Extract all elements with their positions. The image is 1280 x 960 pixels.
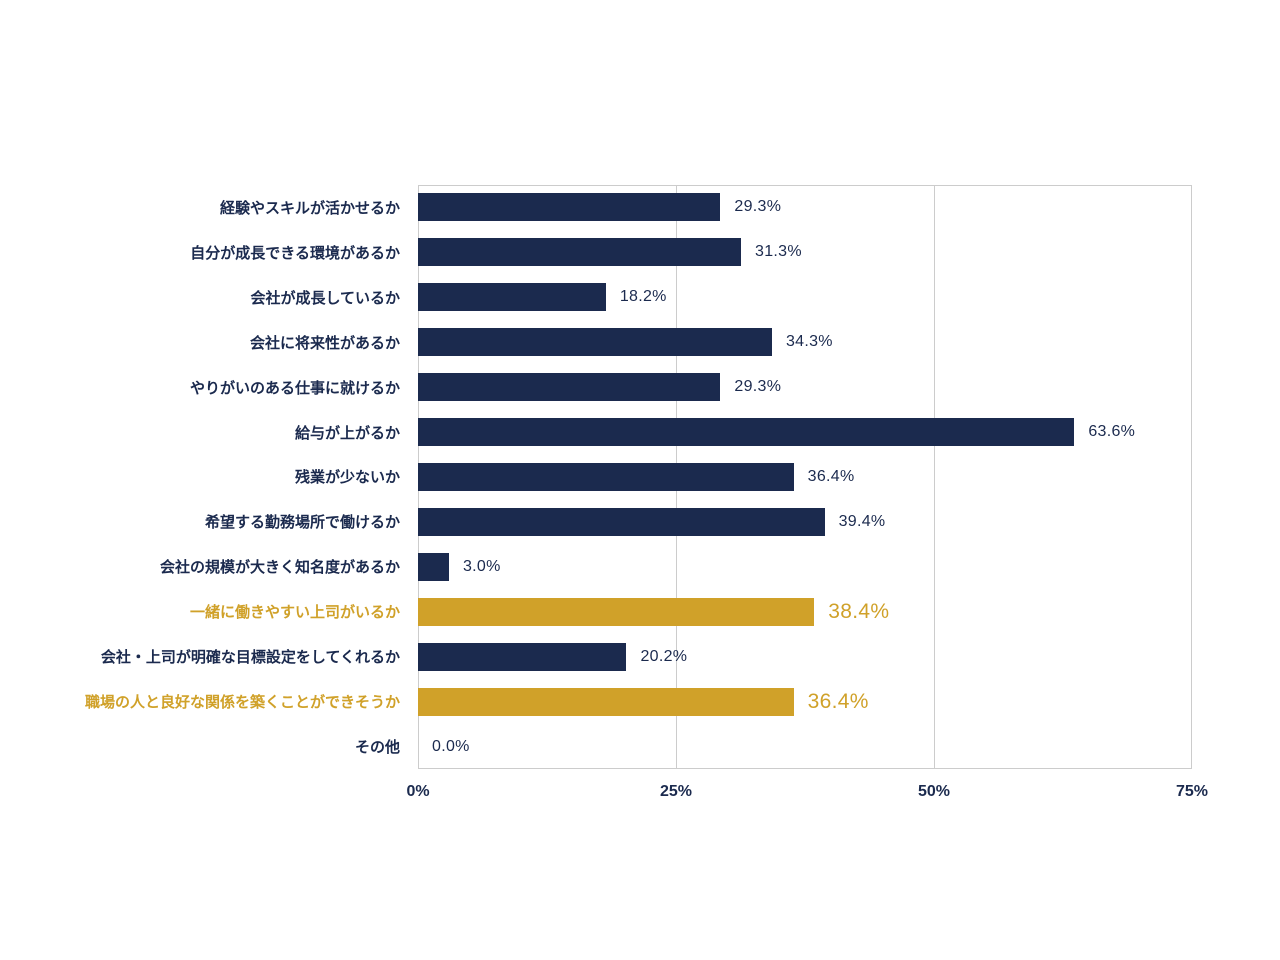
category-label: 残業が少ないか (294, 469, 400, 487)
value-label: 20.2% (640, 647, 688, 665)
chart-row: 29.3% (418, 365, 1192, 410)
category-label: 自分が成長できる環境があるか (190, 244, 400, 262)
value-label: 38.4% (828, 599, 890, 623)
category-label: 経験やスキルが活かせるか (219, 199, 400, 217)
bar (418, 328, 772, 357)
chart-row: 31.3% (418, 230, 1192, 275)
category-label: その他 (354, 739, 400, 757)
chart-row: 39.4% (418, 499, 1192, 544)
bar (418, 418, 1075, 447)
highlighted-bar (418, 687, 794, 716)
bar (418, 373, 721, 402)
value-label: 31.3% (755, 243, 802, 261)
bar (418, 283, 606, 312)
chart-row: 36.4% (418, 679, 1192, 724)
value-label: 63.6% (1088, 423, 1136, 441)
value-label: 39.4% (838, 512, 886, 530)
x-axis-tick-label: 75% (1175, 783, 1209, 800)
chart-row: 3.0% (418, 544, 1192, 589)
category-label: 一緒に働きやすい上司がいるか (189, 604, 400, 622)
highlighted-bar (418, 597, 815, 626)
x-axis-tick-label: 25% (659, 783, 692, 800)
chart-row: 29.3% (418, 185, 1192, 230)
chart-row: 20.2% (418, 634, 1192, 679)
chart-row: 18.2% (418, 275, 1192, 320)
category-label: やりがいのある仕事に就けるか (189, 379, 400, 397)
category-label: 会社に将来性があるか (249, 334, 400, 352)
bar (418, 642, 627, 671)
chart-row: 36.4% (418, 455, 1192, 500)
category-label: 職場の人と良好な関係を築くことができそうか (84, 694, 400, 712)
value-label: 18.2% (619, 288, 667, 306)
category-label: 会社・上司が明確な目標設定をしてくれるか (100, 649, 400, 667)
value-label: 36.4% (807, 467, 855, 485)
value-label: 3.0% (462, 557, 501, 575)
chart-row: 0.0% (418, 724, 1192, 769)
value-label: 34.3% (785, 333, 833, 351)
bar (418, 238, 742, 267)
x-axis-tick-label: 0% (406, 783, 430, 800)
chart-row: 34.3% (418, 320, 1192, 365)
value-label: 29.3% (734, 198, 782, 216)
bar (418, 462, 794, 491)
category-label: 会社の規模が大きく知名度があるか (159, 559, 400, 577)
value-label: 0.0% (432, 737, 470, 755)
x-axis-tick-label: 50% (917, 783, 950, 800)
bar (418, 193, 721, 222)
value-label: 29.3% (734, 378, 782, 396)
bar-rows: 29.3% 31.3% 18.2% 34.3% 29.3% 63.6% 36.4% 39.4%… (418, 185, 1192, 769)
gridline (933, 186, 935, 768)
category-label: 希望する勤務場所で働けるか (204, 514, 400, 532)
chart-row: 63.6% (418, 410, 1192, 455)
x-axis: 0% 25% 50% 75% (406, 783, 1208, 807)
bar (418, 552, 449, 581)
chart-row: 38.4% (418, 589, 1192, 634)
category-label: 給与が上がるか (294, 424, 400, 442)
category-labels-column: 経験やスキルが活かせるか自分が成長できる環境があるか会社が成長しているか 会社に将… (0, 185, 400, 769)
value-label: 36.4% (807, 689, 869, 713)
category-label: 会社が成長しているか (250, 289, 400, 307)
bar (418, 507, 825, 536)
